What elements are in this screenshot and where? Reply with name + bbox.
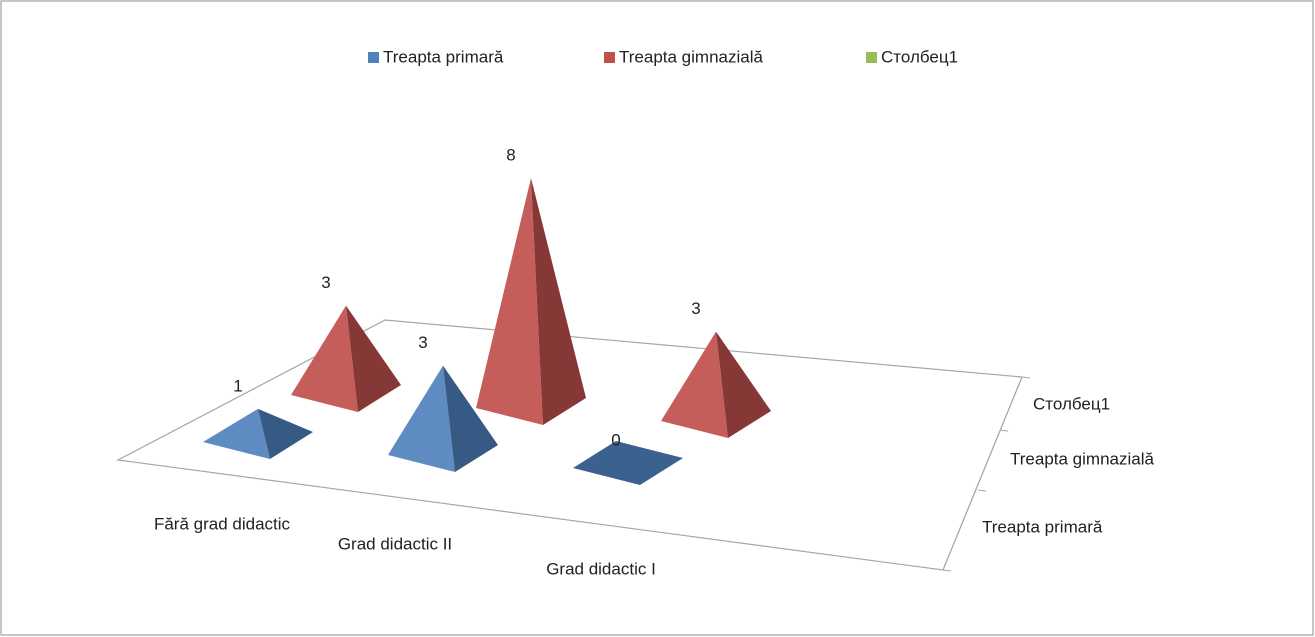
- pyramid: [476, 178, 586, 425]
- data-label: 1: [233, 376, 242, 395]
- category-label: Grad didactic I: [546, 559, 656, 578]
- pyramid-face: [716, 331, 771, 438]
- data-label: 0: [611, 430, 620, 449]
- depth-tick: [999, 429, 1009, 432]
- data-label: 3: [418, 333, 427, 352]
- legend-swatch: [866, 52, 877, 63]
- pyramid: [573, 441, 683, 485]
- pyramid-face: [531, 178, 586, 425]
- category-label: Fără grad didactic: [154, 514, 291, 533]
- depth-axis: [942, 376, 1023, 571]
- depth-tick: [1021, 376, 1031, 379]
- pyramid-face: [203, 408, 270, 459]
- pyramid-face: [291, 305, 358, 412]
- pyramid-face: [258, 408, 313, 459]
- pyramid-face: [443, 365, 498, 472]
- pyramid-face: [661, 331, 728, 438]
- depth-label: Treapta primară: [982, 517, 1103, 536]
- legend-label: Столбец1: [881, 47, 958, 66]
- legend-swatch: [368, 52, 379, 63]
- legend-label: Treapta gimnazială: [619, 47, 763, 66]
- pyramid-face: [346, 305, 401, 412]
- data-label: 3: [691, 299, 700, 318]
- data-label: 8: [506, 145, 515, 164]
- data-label: 3: [321, 273, 330, 292]
- pyramid: [203, 408, 313, 459]
- pyramid-face: [388, 365, 455, 472]
- pyramid: [661, 331, 771, 438]
- legend-swatch: [604, 52, 615, 63]
- pyramid: [291, 305, 401, 412]
- category-label: Grad didactic II: [338, 534, 452, 553]
- pyramid: [388, 365, 498, 472]
- depth-tick: [942, 569, 952, 572]
- depth-label: Столбец1: [1033, 394, 1110, 413]
- depth-label: Treapta gimnazială: [1010, 449, 1154, 468]
- pyramid-face: [476, 178, 543, 425]
- pyramid-face: [573, 441, 683, 485]
- legend-label: Treapta primară: [383, 47, 504, 66]
- depth-tick: [977, 489, 987, 492]
